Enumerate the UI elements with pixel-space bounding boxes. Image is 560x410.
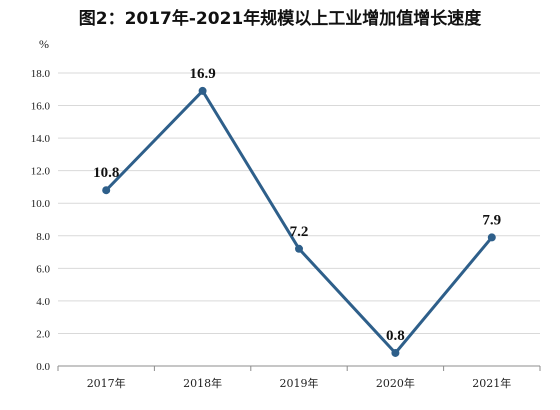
data-point-2018年	[198, 86, 207, 95]
series-line	[104, 89, 494, 355]
x-tick-label: 2021年	[472, 376, 511, 390]
x-tick-label: 2019年	[280, 376, 319, 390]
x-tick-label: 2020年	[376, 376, 415, 390]
y-tick-label: 4.0	[36, 296, 50, 308]
y-tick-label: 14.0	[31, 133, 51, 145]
x-tick-label: 2017年	[87, 376, 126, 390]
x-axis-ticks: 2017年 2018年 2019年 2020年 2021年	[87, 376, 512, 390]
y-tick-label: 12.0	[31, 166, 51, 178]
y-tick-label: 10.0	[31, 198, 51, 210]
data-point-2020年	[391, 348, 400, 357]
data-label: 0.8	[386, 328, 405, 344]
data-label: 7.9	[482, 212, 501, 228]
y-axis-ticks: 0.0 2.0 4.0 6.0 8.0 10.0 12.0 14.0 16.0 18.0	[31, 68, 51, 373]
data-label: 10.8	[93, 165, 119, 181]
y-tick-label: 6.0	[36, 263, 50, 275]
data-point-2021年	[487, 233, 496, 242]
y-tick-label: 16.0	[31, 101, 51, 113]
axes	[57, 365, 541, 371]
x-tick-label: 2018年	[183, 376, 222, 390]
data-label: 7.2	[290, 224, 309, 240]
y-tick-label: 2.0	[36, 328, 50, 340]
y-tick-label: 8.0	[36, 231, 50, 243]
data-labels: 10.8 16.9 7.2 0.8 7.9	[93, 66, 501, 344]
y-tick-label: 18.0	[31, 68, 51, 80]
y-axis-unit-label: %	[39, 37, 49, 51]
data-label: 16.9	[189, 66, 215, 82]
chart-title: 图2：2017年-2021年规模以上工业增加值增长速度	[79, 8, 483, 29]
data-point-2019年	[295, 244, 303, 253]
y-tick-label: 0.0	[36, 361, 50, 373]
data-point-2017年	[102, 186, 111, 195]
series-growth-rate	[102, 86, 496, 357]
grid-lines	[58, 72, 540, 334]
